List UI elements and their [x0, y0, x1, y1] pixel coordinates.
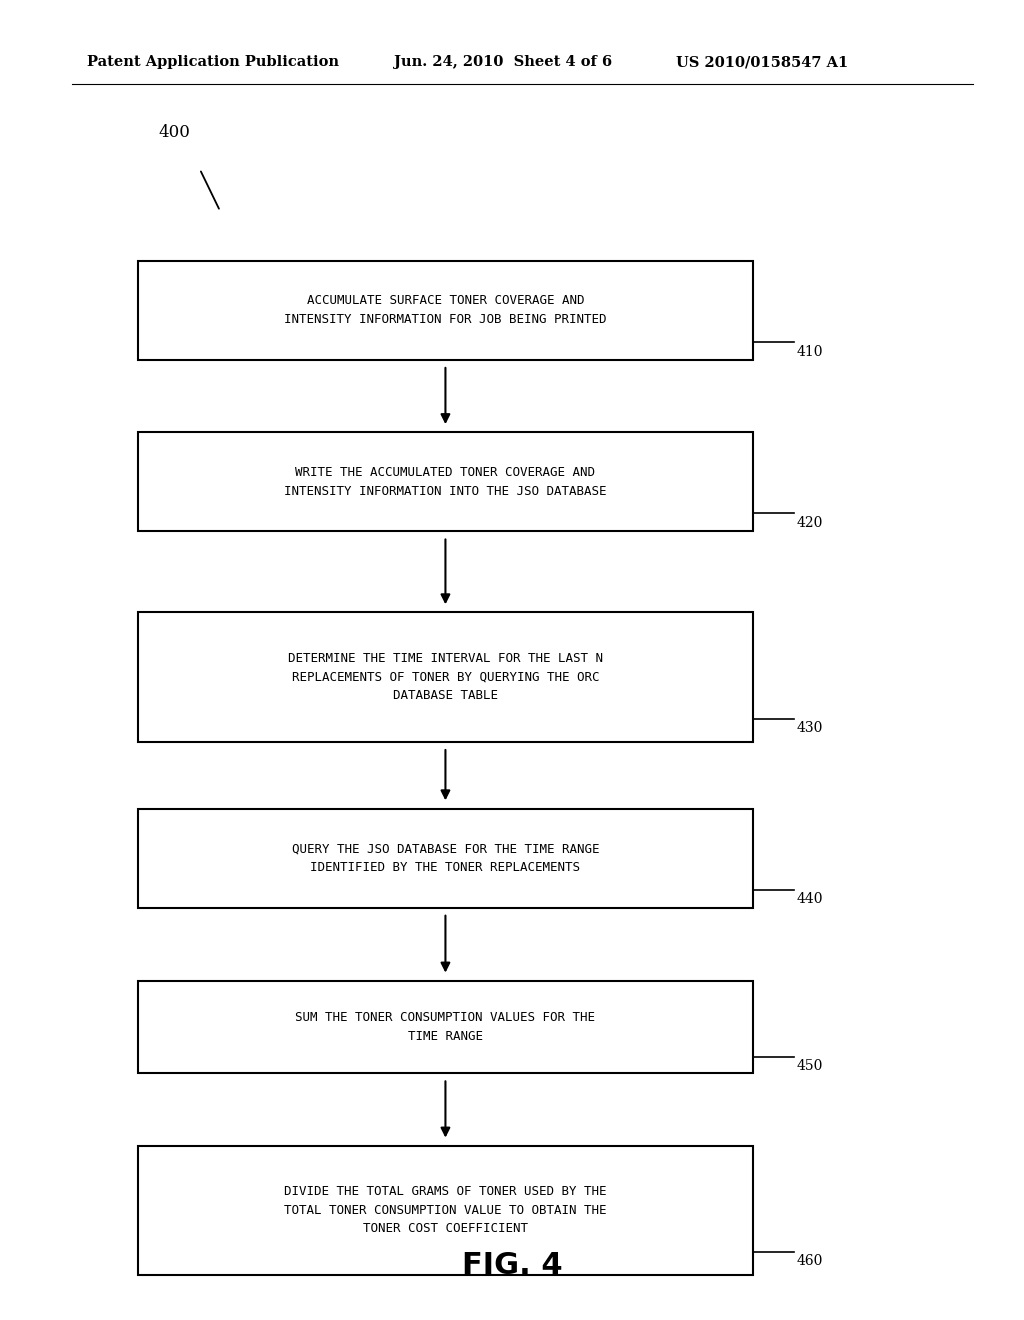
Text: 400: 400 — [159, 124, 190, 141]
Text: SUM THE TONER CONSUMPTION VALUES FOR THE
TIME RANGE: SUM THE TONER CONSUMPTION VALUES FOR THE… — [296, 1011, 595, 1043]
Text: Jun. 24, 2010  Sheet 4 of 6: Jun. 24, 2010 Sheet 4 of 6 — [394, 55, 612, 70]
Text: DETERMINE THE TIME INTERVAL FOR THE LAST N
REPLACEMENTS OF TONER BY QUERYING THE: DETERMINE THE TIME INTERVAL FOR THE LAST… — [288, 652, 603, 702]
Bar — [138, 1146, 753, 1275]
Bar — [138, 433, 753, 531]
Text: WRITE THE ACCUMULATED TONER COVERAGE AND
INTENSITY INFORMATION INTO THE JSO DATA: WRITE THE ACCUMULATED TONER COVERAGE AND… — [285, 466, 606, 498]
Text: 420: 420 — [797, 516, 823, 531]
Text: 430: 430 — [797, 721, 823, 735]
Text: ACCUMULATE SURFACE TONER COVERAGE AND
INTENSITY INFORMATION FOR JOB BEING PRINTE: ACCUMULATE SURFACE TONER COVERAGE AND IN… — [285, 294, 606, 326]
Text: 440: 440 — [797, 892, 823, 907]
Text: QUERY THE JSO DATABASE FOR THE TIME RANGE
IDENTIFIED BY THE TONER REPLACEMENTS: QUERY THE JSO DATABASE FOR THE TIME RANG… — [292, 842, 599, 874]
Text: FIG. 4: FIG. 4 — [462, 1251, 562, 1280]
Text: US 2010/0158547 A1: US 2010/0158547 A1 — [676, 55, 848, 70]
Text: 410: 410 — [797, 345, 823, 359]
Bar — [138, 808, 753, 908]
Text: Patent Application Publication: Patent Application Publication — [87, 55, 339, 70]
Text: DIVIDE THE TOTAL GRAMS OF TONER USED BY THE
TOTAL TONER CONSUMPTION VALUE TO OBT: DIVIDE THE TOTAL GRAMS OF TONER USED BY … — [285, 1185, 606, 1236]
Bar — [138, 612, 753, 742]
Bar — [138, 261, 753, 359]
Text: 450: 450 — [797, 1059, 823, 1073]
Text: 460: 460 — [797, 1254, 823, 1269]
Bar — [138, 981, 753, 1073]
